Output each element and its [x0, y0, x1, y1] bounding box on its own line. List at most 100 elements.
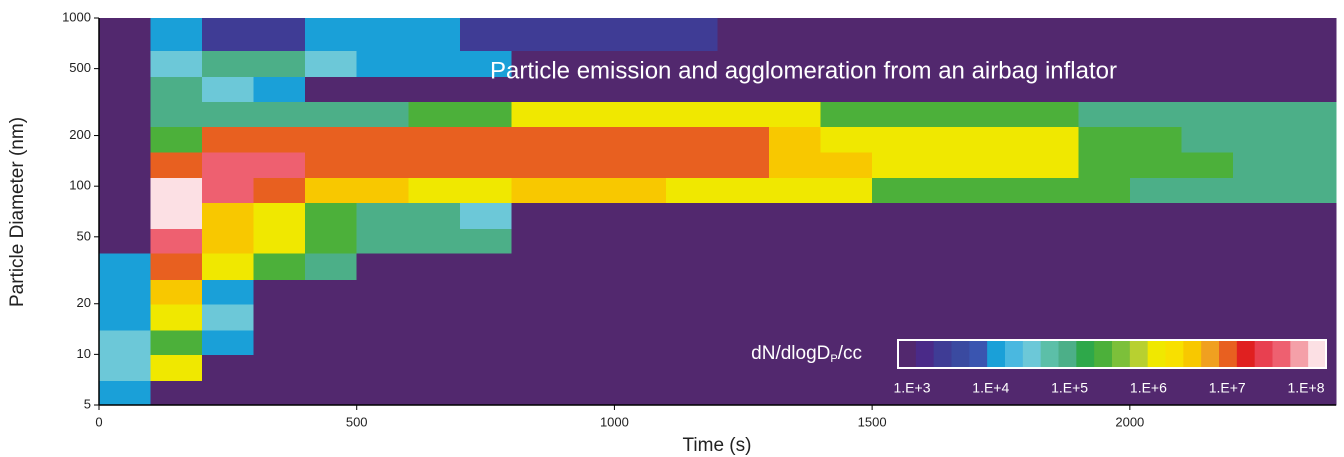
heatmap-cell [202, 50, 255, 77]
heatmap-cell [511, 354, 564, 382]
heatmap-cell [665, 380, 719, 406]
heatmap-cell [511, 202, 564, 230]
heatmap-cell [305, 202, 358, 230]
heatmap-cell [820, 329, 873, 355]
heatmap-cell [150, 354, 203, 382]
heatmap-cell [99, 101, 152, 128]
heatmap-cell [872, 253, 925, 280]
heatmap-cell [1026, 253, 1079, 280]
heatmap-cell [1284, 380, 1337, 406]
heatmap-cell [562, 380, 616, 406]
colorbar-swatch [1112, 340, 1131, 368]
heatmap-cell [562, 354, 616, 382]
heatmap-cell [1129, 279, 1182, 305]
heatmap-cell [665, 18, 719, 52]
heatmap-cell [99, 228, 152, 254]
heatmap-cell [665, 329, 719, 355]
heatmap-cell [459, 151, 512, 178]
heatmap-cell [150, 253, 203, 280]
heatmap-cell [150, 303, 203, 331]
heatmap-cell [150, 202, 203, 230]
heatmap-cell [820, 101, 873, 128]
heatmap-cell [820, 228, 873, 254]
heatmap-cell [511, 76, 564, 102]
heatmap-cell [717, 279, 770, 305]
heatmap-cell [923, 50, 976, 77]
colorbar-swatch [1040, 340, 1059, 368]
heatmap-cell [975, 279, 1028, 305]
heatmap-cell [665, 126, 719, 153]
heatmap-cell [150, 177, 203, 204]
heatmap-cell [99, 126, 152, 153]
colorbar-tick-label: 1.E+7 [1209, 380, 1246, 396]
heatmap-cell [150, 50, 203, 77]
heatmap-cell [1078, 253, 1131, 280]
heatmap-cell [356, 380, 409, 406]
heatmap-cell [1026, 101, 1079, 128]
heatmap-cell [1078, 101, 1131, 128]
heatmap-cell [975, 151, 1028, 178]
colorbar-swatch [1058, 340, 1077, 368]
colorbar-swatch [987, 340, 1006, 368]
y-tick-label: 20 [77, 295, 91, 310]
heatmap-cell [769, 151, 822, 178]
heatmap-cell [1078, 380, 1131, 406]
heatmap-cell [150, 380, 203, 406]
heatmap-cell [1078, 279, 1131, 305]
heatmap-cell [1181, 151, 1234, 178]
heatmap-cell [305, 329, 358, 355]
heatmap-cell [305, 76, 358, 102]
heatmap-cell [1181, 101, 1234, 128]
heatmap-cell [202, 228, 255, 254]
heatmap-cell [1181, 279, 1234, 305]
heatmap-cell [975, 50, 1028, 77]
heatmap-cell [1078, 303, 1131, 331]
heatmap-cell [975, 253, 1028, 280]
colorbar-swatch [1308, 340, 1327, 368]
heatmap-cell [1232, 253, 1286, 280]
heatmap-cell [253, 101, 306, 128]
heatmap-cell [1078, 50, 1131, 77]
heatmap-cell [305, 279, 358, 305]
heatmap [99, 18, 1337, 406]
heatmap-cell [614, 380, 667, 406]
heatmap-cell [872, 76, 925, 102]
heatmap-cell [1232, 50, 1286, 77]
heatmap-cell [202, 76, 255, 102]
heatmap-cell [459, 228, 512, 254]
heatmap-cell [459, 177, 512, 204]
heatmap-cell [665, 76, 719, 102]
heatmap-cell [562, 279, 616, 305]
heatmap-cell [1129, 151, 1182, 178]
heatmap-cell [511, 253, 564, 280]
heatmap-cell [1232, 177, 1286, 204]
heatmap-cell [769, 380, 822, 406]
heatmap-cell [356, 329, 409, 355]
heatmap-cell [150, 228, 203, 254]
heatmap-cell [202, 329, 255, 355]
heatmap-cell [717, 76, 770, 102]
heatmap-cell [1129, 177, 1182, 204]
heatmap-cell [1026, 177, 1079, 204]
heatmap-cell [1232, 18, 1286, 52]
heatmap-cell [511, 228, 564, 254]
heatmap-cell [614, 354, 667, 382]
heatmap-cell [305, 253, 358, 280]
heatmap-cell [665, 279, 719, 305]
heatmap-cell [408, 228, 461, 254]
heatmap-cell [253, 50, 306, 77]
heatmap-cell [202, 202, 255, 230]
colorbar-swatch [1290, 340, 1309, 368]
heatmap-cell [562, 253, 616, 280]
heatmap-cell [820, 202, 873, 230]
heatmap-cell [1078, 228, 1131, 254]
heatmap-cell [408, 101, 461, 128]
heatmap-cell [1284, 228, 1337, 254]
heatmap-cell [1284, 177, 1337, 204]
colorbar-tick-label: 1.E+5 [1051, 380, 1088, 396]
y-tick-label: 1000 [62, 9, 91, 24]
heatmap-cell [1026, 76, 1079, 102]
heatmap-cell [614, 101, 667, 128]
heatmap-cell [769, 303, 822, 331]
heatmap-cell [253, 151, 306, 178]
